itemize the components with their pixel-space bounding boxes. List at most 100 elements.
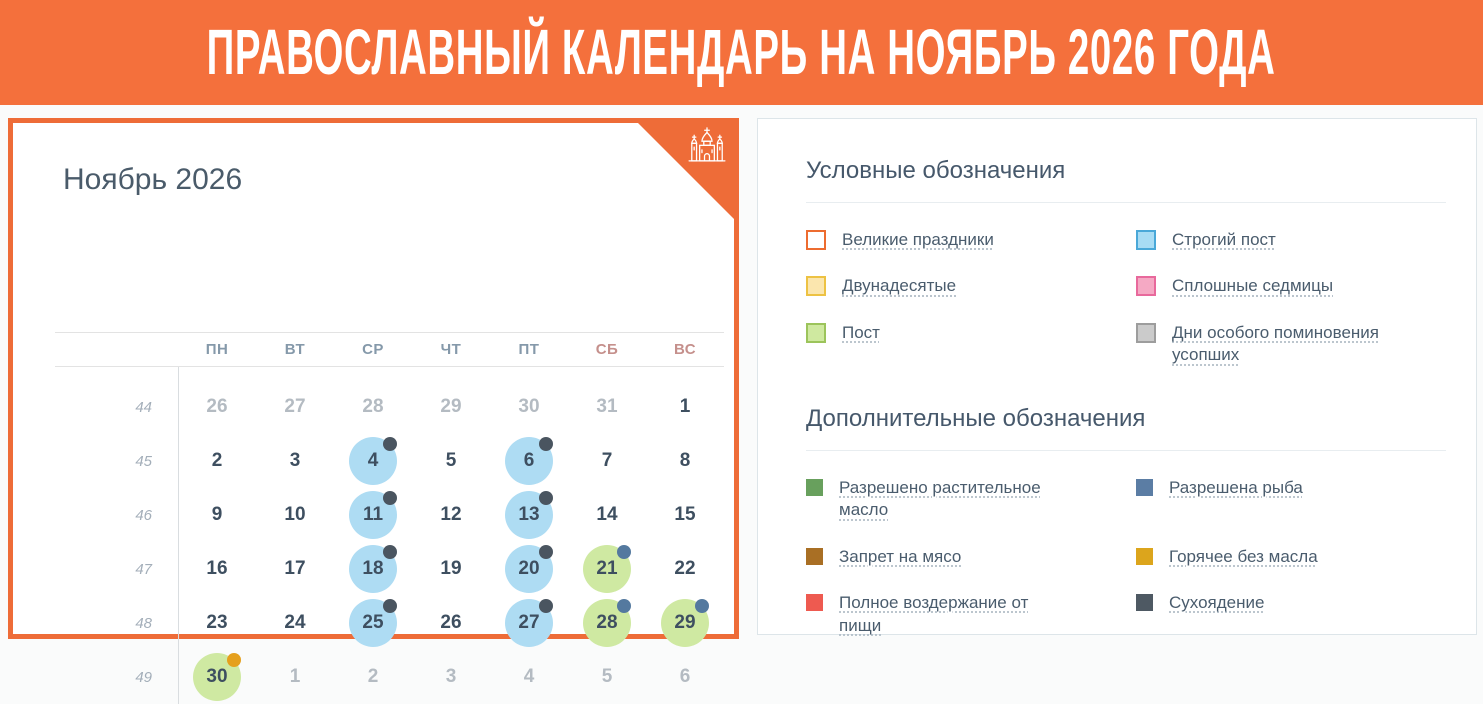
day-cell: 26 [178, 380, 256, 434]
legend-item: Запрет на мясо [806, 546, 1136, 568]
divider [806, 202, 1446, 203]
day-cell[interactable]: 20 [490, 542, 568, 596]
day-cell[interactable]: 10 [256, 488, 334, 542]
legend-item-label[interactable]: Сухоядение [1169, 593, 1265, 613]
legend-item-label[interactable]: Великие праздники [842, 230, 994, 249]
dry-eating-dot [383, 599, 397, 613]
day-cell[interactable]: 13 [490, 488, 568, 542]
legend-item-label[interactable]: Запрет на мясо [839, 546, 962, 566]
day-number: 29 [674, 612, 696, 633]
day-cell[interactable]: 25 [334, 596, 412, 650]
day-number: 4 [523, 666, 535, 687]
day-cell[interactable]: 27 [490, 596, 568, 650]
day-cell[interactable]: 14 [568, 488, 646, 542]
day-number: 9 [211, 504, 223, 525]
day-cell[interactable]: 23 [178, 596, 256, 650]
calendar-week-row: 44 26 27 28 29 30 31 1 [55, 380, 724, 434]
day-number: 16 [206, 558, 228, 579]
hot-without-oil-dot [227, 653, 241, 667]
day-number: 30 [206, 666, 228, 687]
legend-item: Двунадесятые [806, 275, 1136, 297]
day-number: 2 [211, 450, 223, 471]
day-number: 24 [284, 612, 306, 633]
day-cell: 1 [256, 650, 334, 704]
dry-eating-dot [383, 491, 397, 505]
legend-swatch [806, 230, 826, 250]
day-number: 14 [596, 504, 618, 525]
week-number: 44 [135, 398, 152, 416]
legend-item-label[interactable]: Горячее без масла [1169, 546, 1318, 566]
day-cell[interactable]: 1 [646, 380, 724, 434]
weekday-header-row: ПН ВТ СР ЧТ ПТ СБ ВС [55, 332, 724, 367]
legend-item-label[interactable]: Строгий пост [1172, 230, 1276, 249]
calendar-week-row: 49 30 1 2 3 4 5 6 [55, 650, 724, 704]
day-number: 30 [518, 396, 540, 417]
page-header-banner: ПРАВОСЛАВНЫЙ КАЛЕНДАРЬ НА НОЯБРЬ 2026 ГО… [0, 0, 1483, 105]
day-cell: 29 [412, 380, 490, 434]
day-cell[interactable]: 26 [412, 596, 490, 650]
legend-item-label[interactable]: Сплошные седмицы [1172, 276, 1334, 296]
legend-item-label[interactable]: Дни особого поминовения усопших [1172, 322, 1379, 365]
day-cell[interactable]: 28 [568, 596, 646, 650]
legend-item-label[interactable]: Пост [842, 322, 880, 342]
legend-item: Горячее без масла [1136, 546, 1446, 568]
fish-allowed-dot [695, 599, 709, 613]
legend-item: Строгий пост [1136, 229, 1446, 251]
day-cell[interactable]: 16 [178, 542, 256, 596]
divider [806, 449, 1446, 451]
calendar-week-row: 48 23 24 25 26 27 28 29 [55, 596, 724, 650]
day-cell[interactable]: 29 [646, 596, 724, 650]
day-cell[interactable]: 2 [178, 434, 256, 488]
legend-section-title: Дополнительные обозначения [806, 404, 1146, 432]
day-cell[interactable]: 9 [178, 488, 256, 542]
day-number: 6 [679, 666, 691, 687]
day-cell[interactable]: 15 [646, 488, 724, 542]
legend-item-label[interactable]: Разрешена рыба [1169, 477, 1303, 497]
day-cell[interactable]: 22 [646, 542, 724, 596]
legend-item: Дни особого поминовения усопших [1136, 322, 1446, 367]
day-cell[interactable]: 30 [178, 650, 256, 704]
day-cell[interactable]: 6 [490, 434, 568, 488]
weekday-label: ПТ [518, 341, 540, 358]
dry-eating-dot [539, 437, 553, 451]
day-number: 20 [518, 558, 540, 579]
week-number: 48 [135, 614, 152, 632]
day-number: 17 [284, 558, 306, 579]
legend-swatch [806, 478, 823, 496]
day-cell[interactable]: 18 [334, 542, 412, 596]
legend-swatch [1136, 547, 1153, 565]
day-number: 5 [601, 666, 613, 687]
day-cell[interactable]: 7 [568, 434, 646, 488]
day-cell[interactable]: 4 [334, 434, 412, 488]
weekday-label: ПН [205, 341, 229, 358]
legend-item: Пост [806, 322, 1136, 344]
day-number: 12 [440, 504, 462, 525]
day-number: 1 [679, 396, 691, 417]
day-cell[interactable]: 8 [646, 434, 724, 488]
page-title: ПРАВОСЛАВНЫЙ КАЛЕНДАРЬ НА НОЯБРЬ 2026 ГО… [207, 16, 1276, 89]
day-cell[interactable]: 12 [412, 488, 490, 542]
day-cell[interactable]: 5 [412, 434, 490, 488]
day-cell[interactable]: 21 [568, 542, 646, 596]
day-cell[interactable]: 24 [256, 596, 334, 650]
day-cell[interactable]: 3 [256, 434, 334, 488]
dry-eating-dot [539, 491, 553, 505]
day-number: 27 [518, 612, 540, 633]
day-cell: 28 [334, 380, 412, 434]
legend-item-label[interactable]: Двунадесятые [842, 276, 957, 296]
day-cell[interactable]: 11 [334, 488, 412, 542]
legend-item: Полное воздержание от пищи [806, 592, 1136, 637]
day-number: 21 [596, 558, 618, 579]
corner-fold [638, 123, 734, 219]
day-cell[interactable]: 17 [256, 542, 334, 596]
day-cell[interactable]: 19 [412, 542, 490, 596]
legend-item-label[interactable]: Полное воздержание от пищи [839, 593, 1029, 635]
day-number: 23 [206, 612, 228, 633]
legend-item-label[interactable]: Разрешено растительное масло [839, 477, 1041, 520]
weekday-label: СР [362, 341, 384, 358]
weekday-label: СБ [595, 341, 619, 358]
day-cell: 3 [412, 650, 490, 704]
dry-eating-dot [539, 599, 553, 613]
legend-grid-additional: Разрешено растительное масло Разрешена ры… [806, 477, 1446, 637]
weekday-label: ЧТ [440, 341, 462, 358]
